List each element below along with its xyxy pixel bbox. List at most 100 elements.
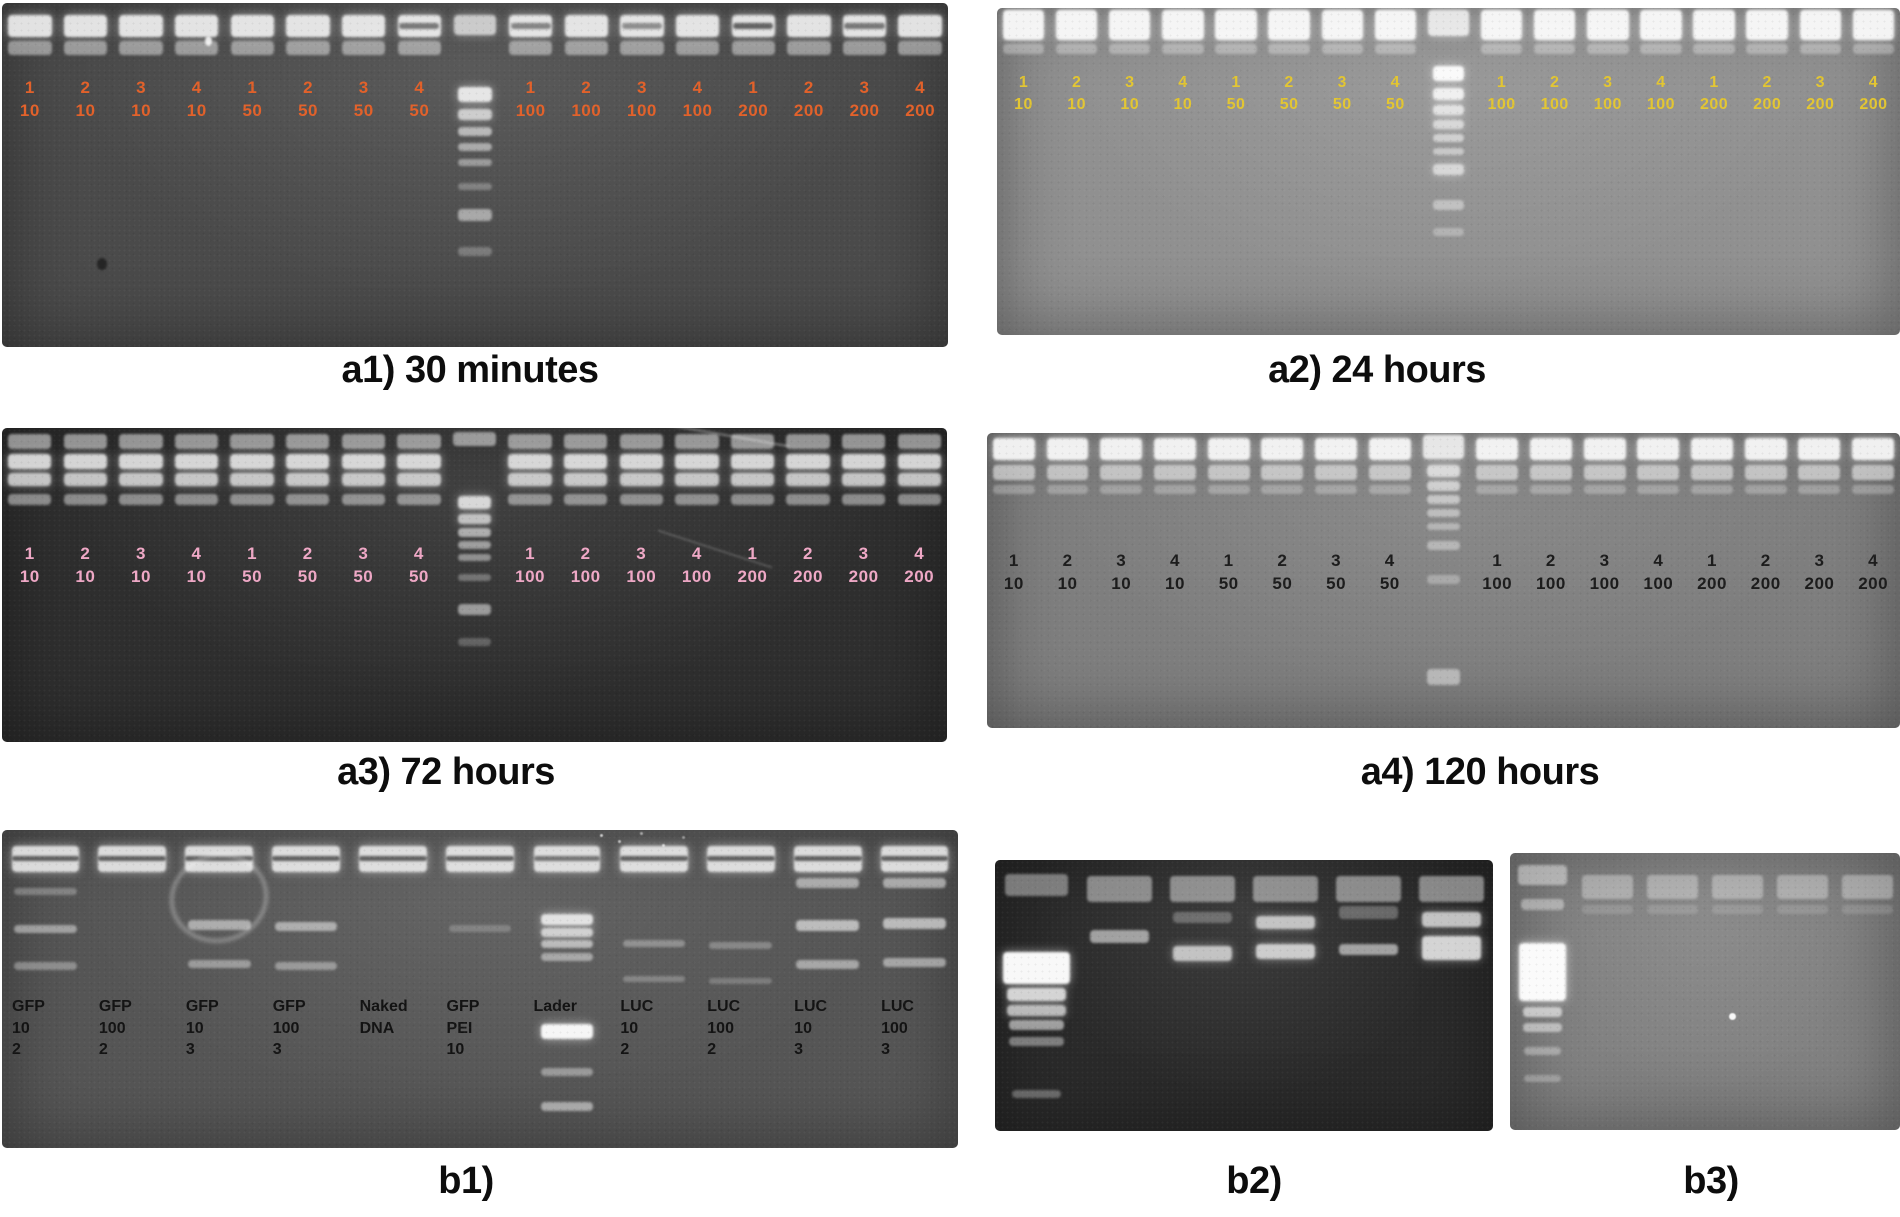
well-band <box>286 41 330 55</box>
ladder-band <box>458 209 492 221</box>
ladder-band <box>1427 541 1460 550</box>
ladder-band <box>1003 952 1070 984</box>
lane-label: 1 200 <box>738 78 769 120</box>
lane-label: 2 200 <box>793 78 824 120</box>
well-band <box>992 465 1035 480</box>
well-band <box>1480 44 1523 54</box>
ladder-band <box>458 247 492 256</box>
well-band <box>8 41 52 55</box>
sample-lane: 1 200 <box>725 428 781 742</box>
sample-lane: 4 200 <box>892 3 948 347</box>
well-band <box>397 434 441 449</box>
well-band <box>675 434 719 449</box>
well-band <box>1587 44 1629 54</box>
sample-lane: 1 10 <box>2 3 58 347</box>
sample-lane: 2 10 <box>1041 433 1095 728</box>
well-band <box>1712 875 1763 899</box>
lane-label: 1 10 <box>19 78 40 120</box>
sample-lane <box>1410 860 1493 1131</box>
well-band <box>508 473 552 486</box>
dna-band <box>14 962 77 970</box>
ladder-band <box>458 127 492 136</box>
lane-label: 3 10 <box>131 544 151 586</box>
well-band <box>1170 876 1235 902</box>
ladder-band <box>1523 1023 1562 1032</box>
dna-band <box>796 960 859 969</box>
well-slot <box>793 856 862 861</box>
well-band <box>1261 485 1304 494</box>
well-band <box>1368 438 1411 460</box>
well-slot <box>359 856 427 861</box>
well-band <box>1374 44 1417 54</box>
dna-band <box>1255 944 1316 959</box>
sample-lane: 4 200 <box>891 428 947 742</box>
sample-lane: 4 10 <box>1156 8 1209 335</box>
sample-lane: GFP 100 3 <box>263 830 350 1148</box>
lane-label: 3 100 <box>626 78 657 120</box>
lane-label: 1 10 <box>19 544 40 586</box>
sample-lane: 3 100 <box>613 428 669 742</box>
well-band <box>1640 10 1682 40</box>
well-band <box>286 15 330 37</box>
well-band <box>1002 44 1045 54</box>
lane-label: 1 10 <box>1003 551 1024 593</box>
well-band <box>341 494 385 505</box>
lane-label: 3 200 <box>848 544 879 586</box>
well-band <box>841 494 886 505</box>
well-band <box>1315 438 1358 460</box>
ladder-band <box>458 87 492 102</box>
lane-label: 2 50 <box>297 544 318 586</box>
ladder-band <box>1524 1047 1561 1055</box>
sample-lane: GFP PEI 10 <box>437 830 524 1148</box>
sample-lane: 1 200 <box>725 3 781 347</box>
well-band <box>286 454 330 469</box>
well-band <box>1476 485 1519 494</box>
well-band <box>675 454 719 469</box>
well-band <box>787 41 831 55</box>
sample-lane: 1 50 <box>225 3 281 347</box>
ladder-band <box>458 143 492 151</box>
sample-lane: 2 50 <box>1256 433 1310 728</box>
well-band <box>1587 10 1629 40</box>
well-band <box>230 434 274 449</box>
dna-band <box>274 922 338 931</box>
lane-label: LUC 10 3 <box>794 998 828 1059</box>
well-band <box>397 473 441 486</box>
well-band <box>1004 874 1069 896</box>
ladder-band <box>1524 1075 1561 1082</box>
lane-label: 4 200 <box>905 78 936 120</box>
well-band <box>1852 485 1895 494</box>
well-band <box>675 15 720 37</box>
lane-label: 2 50 <box>298 78 319 120</box>
dna-band <box>1089 930 1150 943</box>
lane-label: 1 50 <box>1218 551 1239 593</box>
well-band <box>1261 438 1304 460</box>
ladder-band <box>1011 1090 1062 1098</box>
well-band <box>841 434 886 449</box>
ladder-band <box>1427 481 1460 491</box>
well-band <box>619 494 663 505</box>
ladder-band <box>1432 120 1465 129</box>
well-band <box>730 494 775 505</box>
well-band <box>1315 465 1358 480</box>
well-band <box>1100 465 1143 480</box>
well-band <box>63 454 108 469</box>
sample-lane: 3 50 <box>336 3 392 347</box>
ladder-lane: Lader <box>523 830 610 1148</box>
ladder-band <box>1427 575 1460 584</box>
sample-lane: 4 10 <box>1148 433 1202 728</box>
sample-lane: 3 200 <box>837 3 893 347</box>
well-band <box>1842 905 1893 914</box>
well-band <box>1476 465 1519 480</box>
lane-label: 1 100 <box>515 544 545 586</box>
well-band <box>1215 10 1257 40</box>
sample-lane: 1 10 <box>2 428 58 742</box>
well-band <box>1798 485 1841 494</box>
well-band <box>508 41 553 55</box>
well-band <box>1046 485 1089 494</box>
well-band <box>63 434 108 449</box>
well-band <box>174 494 219 505</box>
dna-band <box>1338 906 1399 919</box>
well-band <box>897 454 941 469</box>
well-band <box>1207 465 1250 480</box>
